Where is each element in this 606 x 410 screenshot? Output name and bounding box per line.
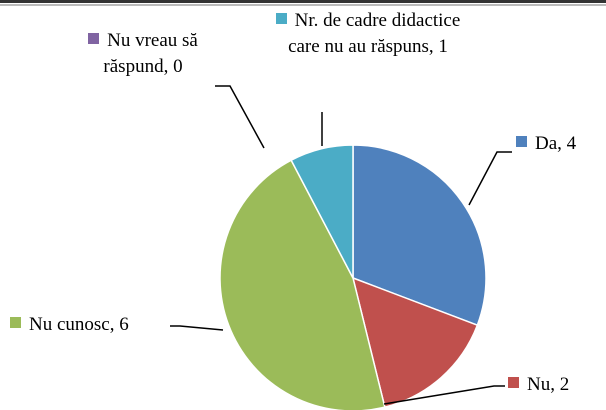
- top-border: [0, 0, 606, 3]
- leader-line: [215, 85, 265, 149]
- data-label: Nr. de cadre didactice care nu au răspun…: [258, 8, 478, 60]
- legend-key: [88, 33, 100, 44]
- data-label: Nu, 2: [508, 372, 598, 398]
- data-label: Nu cunosc, 6: [10, 312, 180, 338]
- pie-slice: [352, 144, 487, 327]
- data-label-text: Da, 4: [535, 133, 577, 154]
- leader-lines: [170, 85, 512, 405]
- pie-slice: [351, 276, 479, 409]
- data-label: Da, 4: [516, 131, 606, 157]
- legend-key: [516, 136, 527, 147]
- data-label-text: Nu, 2: [527, 374, 570, 395]
- pie-slice: [290, 144, 354, 279]
- data-label: Nu vreau să răspund, 0: [58, 28, 228, 80]
- leader-line: [383, 385, 505, 405]
- leader-line: [468, 151, 512, 206]
- leader-line: [170, 325, 224, 331]
- legend-key: [10, 317, 21, 328]
- legend-key: [275, 13, 287, 24]
- pie-slice: [219, 159, 386, 410]
- pie: [219, 144, 487, 410]
- data-label-text: Nu cunosc, 6: [29, 314, 129, 335]
- data-label-text: Nu vreau să răspund, 0: [103, 30, 198, 77]
- legend-key: [508, 377, 519, 388]
- data-label-text: Nr. de cadre didactice care nu au răspun…: [288, 10, 461, 57]
